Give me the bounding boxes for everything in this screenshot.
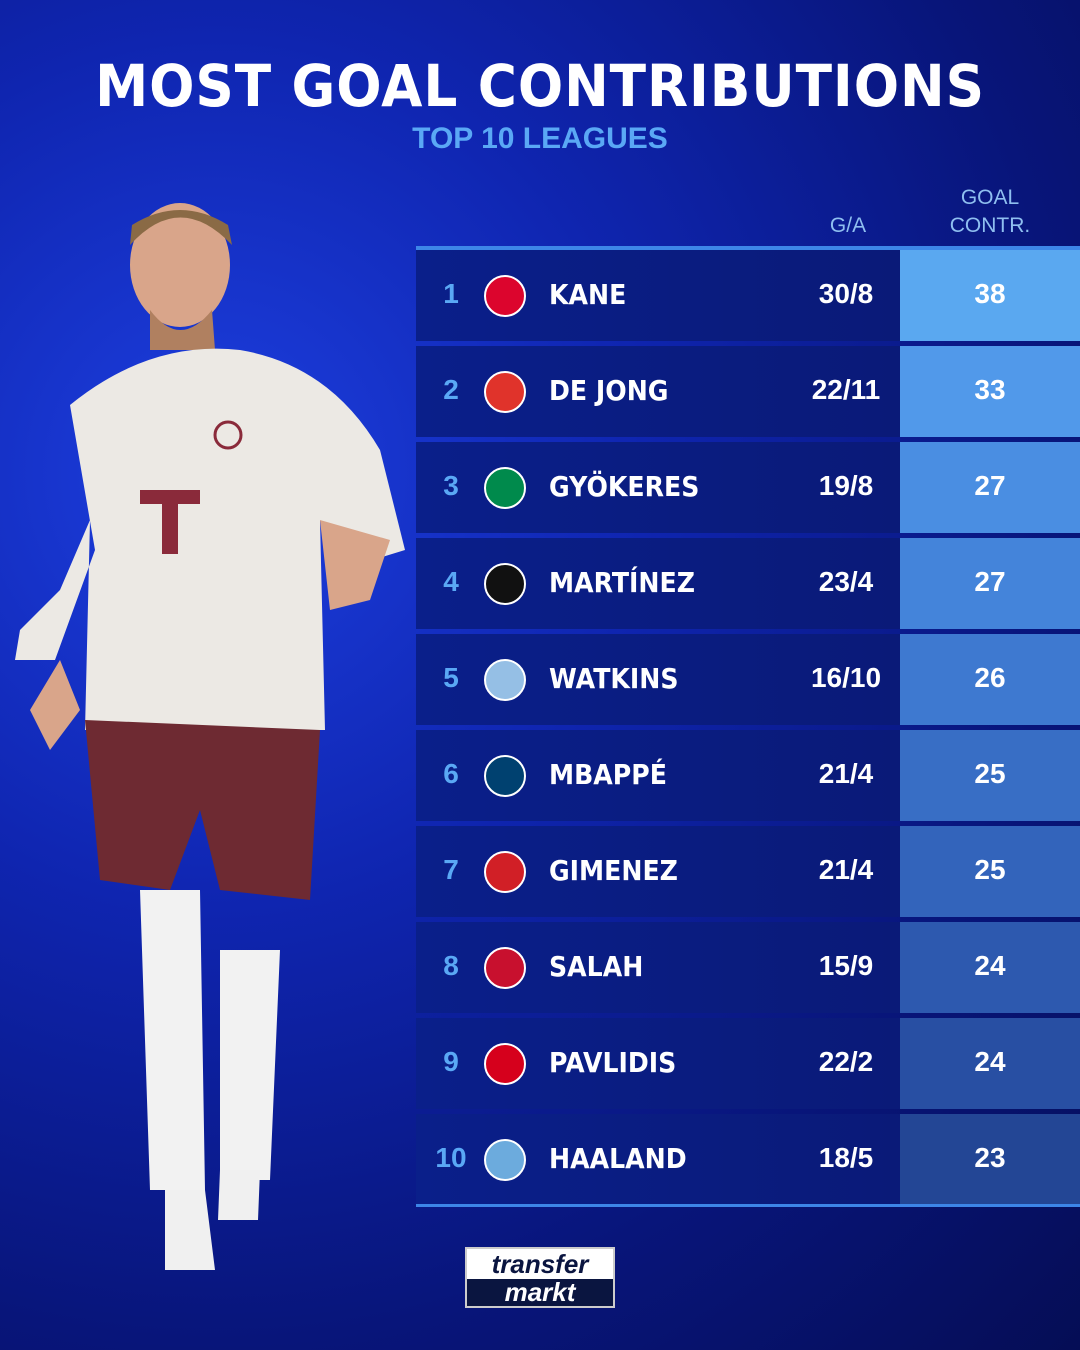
logo-line1: transfer xyxy=(491,1249,589,1279)
page-title: MOST GOAL CONTRIBUTIONS xyxy=(95,52,985,120)
goals-assists: 19/8 xyxy=(818,470,874,501)
goal-contributions: 24 xyxy=(974,950,1006,981)
goals-assists: 30/8 xyxy=(818,278,874,309)
goal-contributions: 23 xyxy=(974,1142,1006,1173)
goal-contributions: 27 xyxy=(974,470,1006,501)
player-photo xyxy=(15,203,405,1270)
goals-assists: 15/9 xyxy=(818,950,874,981)
table-row: 9 PAVLIDIS 22/2 24 xyxy=(416,1018,1080,1109)
table-row: 7 GIMENEZ 21/4 25 xyxy=(416,826,1080,917)
goals-assists: 16/10 xyxy=(810,662,882,693)
col-header-line1: GOAL xyxy=(960,186,1020,209)
goal-contributions: 26 xyxy=(974,662,1006,693)
col-header-ga: G/A xyxy=(829,214,867,237)
bayern-munich-badge-icon xyxy=(484,275,526,317)
total-cell xyxy=(900,538,1080,629)
rank: 3 xyxy=(443,470,459,501)
player-name: MBAPPÉ xyxy=(549,758,667,791)
table-top-rule xyxy=(416,246,1080,250)
player-name: DE JONG xyxy=(549,374,669,407)
manchester-city-badge-icon xyxy=(484,1139,526,1181)
table-row: 5 WATKINS 16/10 26 xyxy=(416,634,1080,725)
col-header-goal-contr: GOAL CONTR. xyxy=(920,184,1060,240)
goals-assists: 22/11 xyxy=(811,374,881,405)
total-cell xyxy=(900,1114,1080,1205)
total-cell xyxy=(900,634,1080,725)
goal-contributions: 33 xyxy=(974,374,1006,405)
total-cell xyxy=(900,442,1080,533)
col-header-line2: CONTR. xyxy=(949,214,1031,237)
goals-assists: 21/4 xyxy=(818,854,874,885)
goal-contributions: 24 xyxy=(974,1046,1006,1077)
table-row: 1 KANE 30/8 38 xyxy=(416,250,1080,341)
player-name: GIMENEZ xyxy=(549,854,678,887)
feyenoord-badge-icon xyxy=(484,851,526,893)
goals-assists: 22/2 xyxy=(818,1046,874,1077)
total-cell xyxy=(900,922,1080,1013)
rank: 7 xyxy=(443,854,459,885)
goals-assists: 18/5 xyxy=(818,1142,874,1173)
az-alkmaar-badge-icon xyxy=(484,1043,526,1085)
rank: 5 xyxy=(443,662,459,693)
total-cell xyxy=(900,826,1080,917)
total-cell xyxy=(900,250,1080,341)
table-row: 6 MBAPPÉ 21/4 25 xyxy=(416,730,1080,821)
player-name: MARTÍNEZ xyxy=(549,566,695,599)
page-subtitle: TOP 10 LEAGUES xyxy=(412,122,668,155)
total-cell xyxy=(900,730,1080,821)
table-row: 2 DE JONG 22/11 33 xyxy=(416,346,1080,437)
rank: 8 xyxy=(443,950,459,981)
player-name: WATKINS xyxy=(549,662,679,695)
goal-contributions: 38 xyxy=(974,278,1006,309)
player-name: PAVLIDIS xyxy=(549,1046,677,1079)
goal-contributions: 25 xyxy=(974,758,1006,789)
psv-badge-icon xyxy=(484,371,526,413)
transfermarkt-logo: transfer markt xyxy=(465,1247,615,1308)
goal-contributions: 25 xyxy=(974,854,1006,885)
table-row: 3 GYÖKERES 19/8 27 xyxy=(416,442,1080,533)
table-bottom-rule xyxy=(416,1204,1080,1207)
sporting-cp-badge-icon xyxy=(484,467,526,509)
rank: 10 xyxy=(435,1142,467,1173)
liverpool-badge-icon xyxy=(484,947,526,989)
player-name: KANE xyxy=(549,278,627,311)
goals-assists: 23/4 xyxy=(818,566,874,597)
total-cell xyxy=(900,1018,1080,1109)
total-cell xyxy=(900,346,1080,437)
rank: 9 xyxy=(443,1046,459,1077)
goals-assists: 21/4 xyxy=(818,758,874,789)
rank: 2 xyxy=(443,374,459,405)
table-row: 8 SALAH 15/9 24 xyxy=(416,922,1080,1013)
psg-badge-icon xyxy=(484,755,526,797)
inter-badge-icon xyxy=(484,563,526,605)
aston-villa-badge-icon xyxy=(484,659,526,701)
player-name: HAALAND xyxy=(549,1142,687,1175)
table-row: 10 HAALAND 18/5 23 xyxy=(416,1114,1080,1205)
player-name: SALAH xyxy=(549,950,644,983)
goal-contributions: 27 xyxy=(974,566,1006,597)
rank: 1 xyxy=(443,278,459,309)
rank: 4 xyxy=(443,566,459,597)
rank: 6 xyxy=(443,758,459,789)
table-row: 4 MARTÍNEZ 23/4 27 xyxy=(416,538,1080,629)
logo-line2: markt xyxy=(467,1279,613,1306)
player-name: GYÖKERES xyxy=(549,470,700,503)
